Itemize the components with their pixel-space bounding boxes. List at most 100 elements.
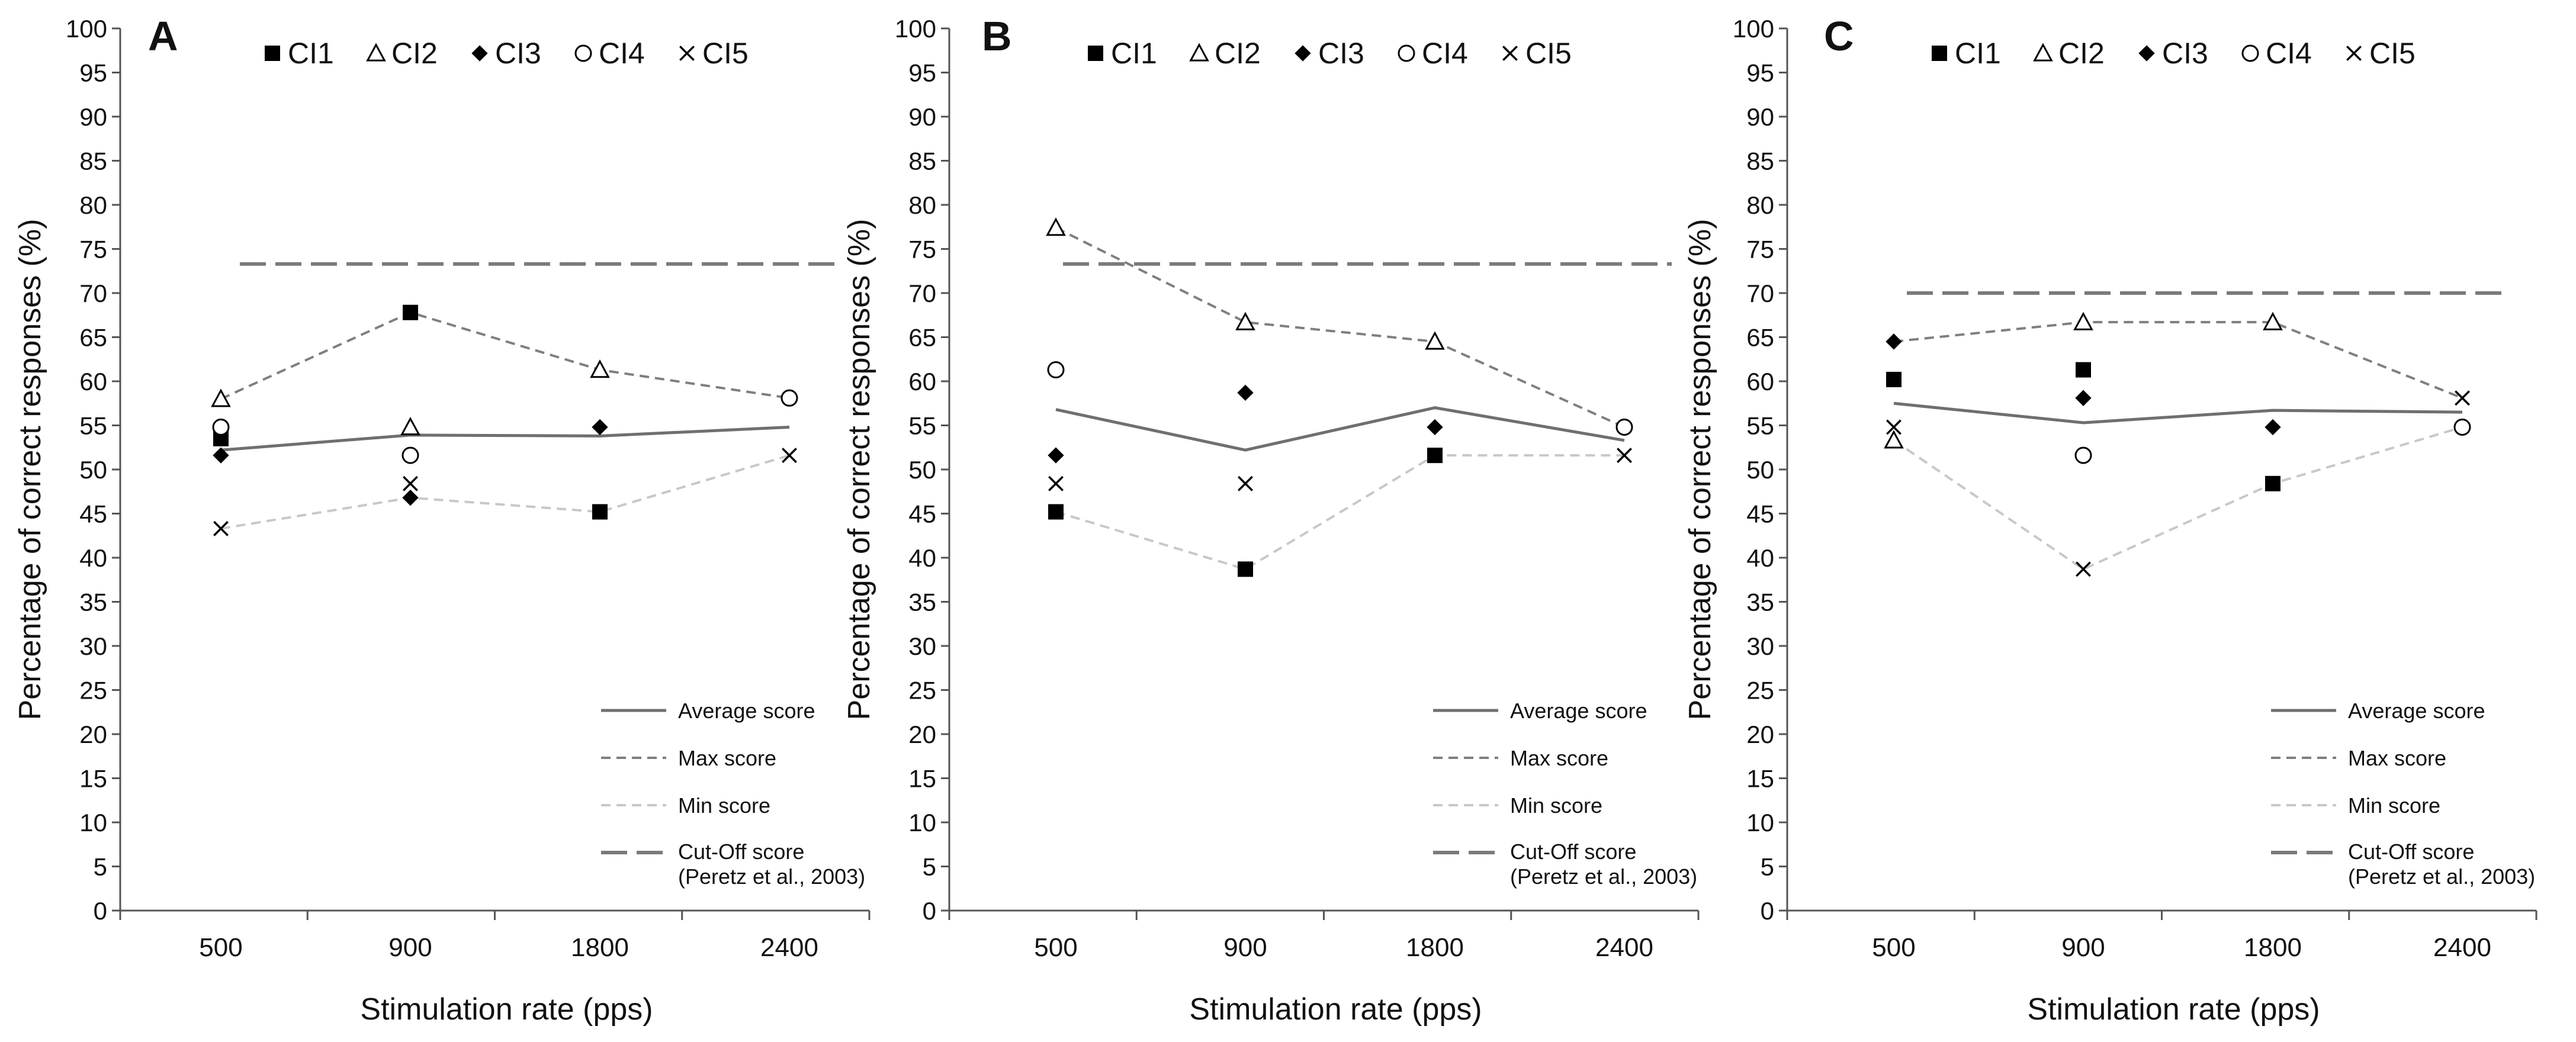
marker-ci3 [402,490,419,506]
marker-ci4 [2453,418,2471,436]
min-score-line [220,454,790,530]
marker-ci5 [403,475,418,491]
legend-marker-ci3 [2138,45,2155,62]
panel-letter: C [1824,13,1854,59]
min-score-line [1055,454,1624,571]
legend-text-max: Max score [2348,746,2446,770]
y-tick-label: 20 [1746,721,1774,748]
y-axis-title: Percentage of correct responses (%) [1683,219,1717,721]
y-tick-label: 70 [908,279,936,307]
marker-ci3 [592,419,608,436]
marker-ci2 [1235,311,1255,330]
y-tick-label: 60 [1746,368,1774,395]
y-tick-label: 100 [895,15,936,43]
marker-ci2 [1046,217,1066,236]
y-tick-label: 50 [1746,456,1774,484]
legend-label-ci3: CI3 [1318,37,1364,70]
x-axis-title: Stimulation rate (pps) [1189,992,1482,1027]
y-tick-label: 55 [79,412,107,440]
y-tick-label: 5 [1761,853,1774,881]
y-tick-label: 65 [1746,324,1774,352]
x-tick-label: 900 [388,933,432,962]
y-tick-label: 90 [1746,103,1774,131]
panel-letter: B [982,13,1012,59]
marker-ci3 [1048,447,1064,464]
legend-marker-ci3 [471,45,488,62]
legend-text-average: Average score [2348,699,2485,723]
y-tick-label: 5 [923,853,936,881]
y-tick-label: 10 [908,809,936,837]
x-tick-label: 2400 [760,933,818,962]
y-tick-label: 15 [908,765,936,793]
legend-marker-ci2 [1189,43,1209,62]
y-tick-label: 90 [908,103,936,131]
x-tick-label: 1800 [571,933,629,962]
y-tick-label: 75 [79,236,107,263]
y-tick-label: 85 [79,147,107,175]
marker-ci4 [780,389,798,407]
y-tick-label: 75 [908,236,936,263]
x-tick-label: 2400 [1595,933,1653,962]
legend-text-cutoff-ref: (Peretz et al., 2003) [2348,864,2535,889]
panel-letter: A [148,13,178,59]
marker-ci2 [590,359,610,378]
y-tick-label: 90 [79,103,107,131]
y-tick-label: 5 [94,853,107,881]
marker-ci3 [1886,333,1902,350]
y-tick-label: 45 [908,500,936,528]
y-tick-label: 25 [908,677,936,705]
x-tick-label: 500 [1034,933,1077,962]
legend-label-ci3: CI3 [495,37,541,70]
legend-label-ci1: CI1 [288,37,334,70]
y-tick-label: 95 [908,59,936,87]
y-tick-label: 30 [908,632,936,660]
y-tick-label: 35 [79,588,107,616]
y-tick-label: 95 [79,59,107,87]
legend-label-ci2: CI2 [2058,37,2105,70]
y-tick-label: 50 [79,456,107,484]
marker-ci4 [1615,418,1633,436]
marker-ci1 [1886,372,1902,388]
y-tick-label: 50 [908,456,936,484]
legend-text-min: Min score [1510,793,1602,818]
x-tick-label: 2400 [2433,933,2491,962]
legend-marker-ci1 [1088,46,1103,61]
marker-ci4 [402,446,419,464]
y-tick-label: 15 [1746,765,1774,793]
panel-a: A 0 5 10 15 20 25 30 35 40 45 50 55 60 65 70 75 80 85 90 95 1… [13,13,871,1027]
panel-b: B 0 5 10 15 20 25 30 35 40 45 50 55 60 65 70 75 80 85 90 95 1… [842,13,1700,1027]
legend-marker-ci4 [1398,44,1415,62]
legend-label-ci1: CI1 [1111,37,1157,70]
y-axis-title: Percentage of correct responses (%) [13,219,47,721]
y-tick-label: 80 [1746,191,1774,219]
y-tick-label: 40 [908,544,936,572]
marker-ci4 [2074,446,2092,464]
legend-label-ci4: CI4 [599,37,645,70]
legend-marker-ci3 [1295,45,1311,62]
max-score-line [1055,226,1625,429]
marker-ci3 [2265,419,2281,436]
x-axis-title: Stimulation rate (pps) [2027,992,2320,1027]
x-tick-label: 900 [1223,933,1267,962]
y-tick-label: 35 [908,588,936,616]
y-tick-label: 80 [908,191,936,219]
marker-ci1 [592,504,608,520]
y-tick-label: 0 [94,897,107,925]
y-tick-label: 40 [1746,544,1774,572]
marker-ci5 [1238,475,1253,491]
marker-ci3 [1427,419,1443,436]
marker-ci1 [1427,448,1443,464]
min-score-line [1893,426,2463,571]
y-tick-label: 25 [79,677,107,705]
legend-label-ci1: CI1 [1955,37,2001,70]
marker-ci5 [1886,419,1902,435]
y-tick-label: 10 [1746,809,1774,837]
legend-label-ci3: CI3 [2162,37,2208,70]
marker-ci2 [1884,430,1904,449]
y-tick-label: 40 [79,544,107,572]
legend-label-ci5: CI5 [702,37,749,70]
x-tick-label: 1800 [1406,933,1464,962]
marker-ci3 [213,447,229,464]
max-score-line [1893,321,2463,400]
y-tick-label: 65 [908,324,936,352]
